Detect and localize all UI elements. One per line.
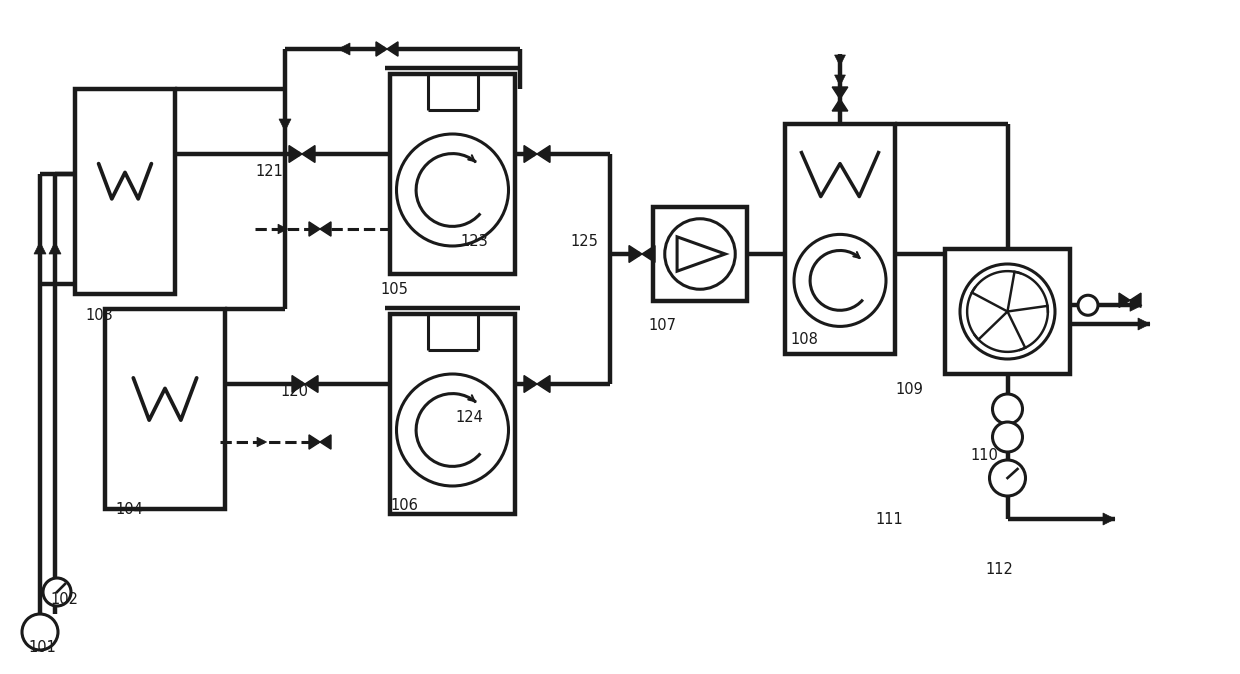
Polygon shape [387,42,398,56]
Polygon shape [289,146,303,162]
Text: 125: 125 [570,235,598,249]
Text: 102: 102 [50,592,78,607]
Circle shape [990,460,1025,496]
Circle shape [960,264,1055,359]
Text: 104: 104 [115,503,143,518]
Circle shape [22,614,58,650]
Bar [391,74,515,274]
Text: 120: 120 [280,384,308,400]
Polygon shape [537,375,551,392]
Polygon shape [309,435,320,449]
Text: 108: 108 [790,332,818,348]
Circle shape [665,219,735,289]
Polygon shape [629,245,642,262]
Polygon shape [309,222,320,236]
Polygon shape [339,43,350,55]
Bar [105,309,224,509]
Polygon shape [1138,318,1149,330]
Circle shape [43,578,71,606]
Text: 111: 111 [875,512,903,528]
Polygon shape [835,75,846,86]
Polygon shape [376,42,387,56]
Bar [785,124,895,354]
Text: 110: 110 [970,448,998,462]
Circle shape [992,394,1023,424]
Polygon shape [832,87,848,99]
Polygon shape [1130,299,1142,311]
Bar [653,207,746,301]
Text: 106: 106 [391,497,418,512]
Polygon shape [320,435,331,449]
Circle shape [992,422,1023,452]
Polygon shape [50,242,61,254]
Polygon shape [835,55,846,66]
Polygon shape [1130,293,1141,307]
Text: 112: 112 [985,563,1013,578]
Polygon shape [257,437,267,447]
Circle shape [794,235,887,326]
Polygon shape [320,222,331,236]
Text: 121: 121 [255,164,283,179]
Polygon shape [642,245,655,262]
Text: 101: 101 [29,640,56,656]
Polygon shape [1104,513,1115,525]
Text: 105: 105 [379,282,408,297]
Polygon shape [525,375,537,392]
Text: 109: 109 [895,383,923,398]
Circle shape [397,374,508,486]
Bar [391,314,515,514]
Circle shape [1078,295,1097,315]
Text: 123: 123 [460,235,487,249]
Text: 124: 124 [455,410,482,425]
Polygon shape [278,224,288,234]
Bar [74,89,175,294]
Polygon shape [525,146,537,162]
Text: 107: 107 [649,317,676,332]
Polygon shape [291,375,305,392]
Polygon shape [677,237,725,271]
Polygon shape [303,146,315,162]
Polygon shape [33,242,46,254]
Bar [945,249,1070,374]
Polygon shape [279,119,291,131]
Polygon shape [1118,293,1130,307]
Polygon shape [832,99,848,111]
Text: 103: 103 [86,307,113,322]
Circle shape [397,134,508,246]
Polygon shape [305,375,317,392]
Polygon shape [537,146,551,162]
